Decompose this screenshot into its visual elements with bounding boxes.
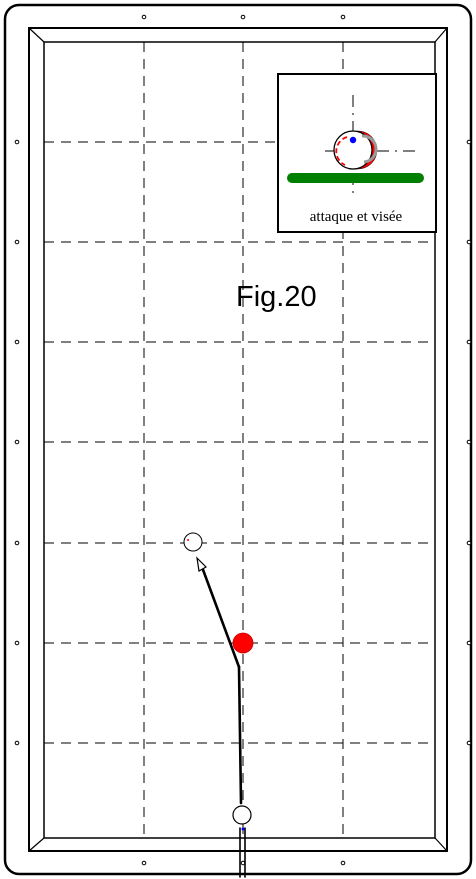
- diamond-marker-icon: [141, 860, 147, 866]
- figure-label: Fig.20: [236, 281, 317, 313]
- cue-ball-center-dot: [241, 827, 245, 831]
- diamond-marker-icon: [14, 239, 20, 245]
- corner-miters: [28, 27, 448, 852]
- diamond-marker-icon: [14, 339, 20, 345]
- cue-ball: [232, 805, 252, 825]
- diamond-marker-icon: [14, 439, 20, 445]
- shot-path: [200, 565, 246, 878]
- diamond-marker-icon: [466, 540, 472, 546]
- target-ball-ghost: [183, 532, 203, 552]
- cue-ball-path-up: [237, 665, 243, 805]
- diamond-marker-icon: [14, 540, 20, 546]
- target-ball-dot: [187, 539, 189, 541]
- arrowhead-icon: [196, 556, 207, 572]
- ball-highlight-arc: [361, 134, 378, 164]
- diamond-marker-icon: [240, 14, 246, 20]
- diamond-marker-icon: [340, 860, 346, 866]
- aim-contact-arc: [335, 136, 348, 166]
- object-ball-red: [232, 632, 254, 654]
- inset-caption: attaque et visée: [310, 209, 403, 225]
- diamond-marker-icon: [14, 139, 20, 145]
- diamond-marker-icon: [466, 339, 472, 345]
- diamond-marker-icon: [141, 14, 147, 20]
- cushion-outer-border: [28, 27, 448, 852]
- diamond-marker-icon: [466, 439, 472, 445]
- diamond-marker-icon: [466, 239, 472, 245]
- cue-ball-front: [333, 130, 373, 170]
- object-ball-deflection-path: [200, 565, 241, 669]
- diamond-marker-icon: [466, 139, 472, 145]
- aim-dot: [349, 136, 357, 144]
- diamond-marker-icon: [466, 640, 472, 646]
- diamond-marker-icon: [340, 14, 346, 20]
- table-outer-frame: [3, 3, 473, 876]
- inset-attack-aim: attaque et visée: [277, 73, 437, 233]
- rail-diamonds: [14, 14, 472, 866]
- cushion-bar: [287, 173, 424, 183]
- diamond-marker-icon: [14, 640, 20, 646]
- diamond-marker-icon: [466, 740, 472, 746]
- diamond-marker-icon: [14, 740, 20, 746]
